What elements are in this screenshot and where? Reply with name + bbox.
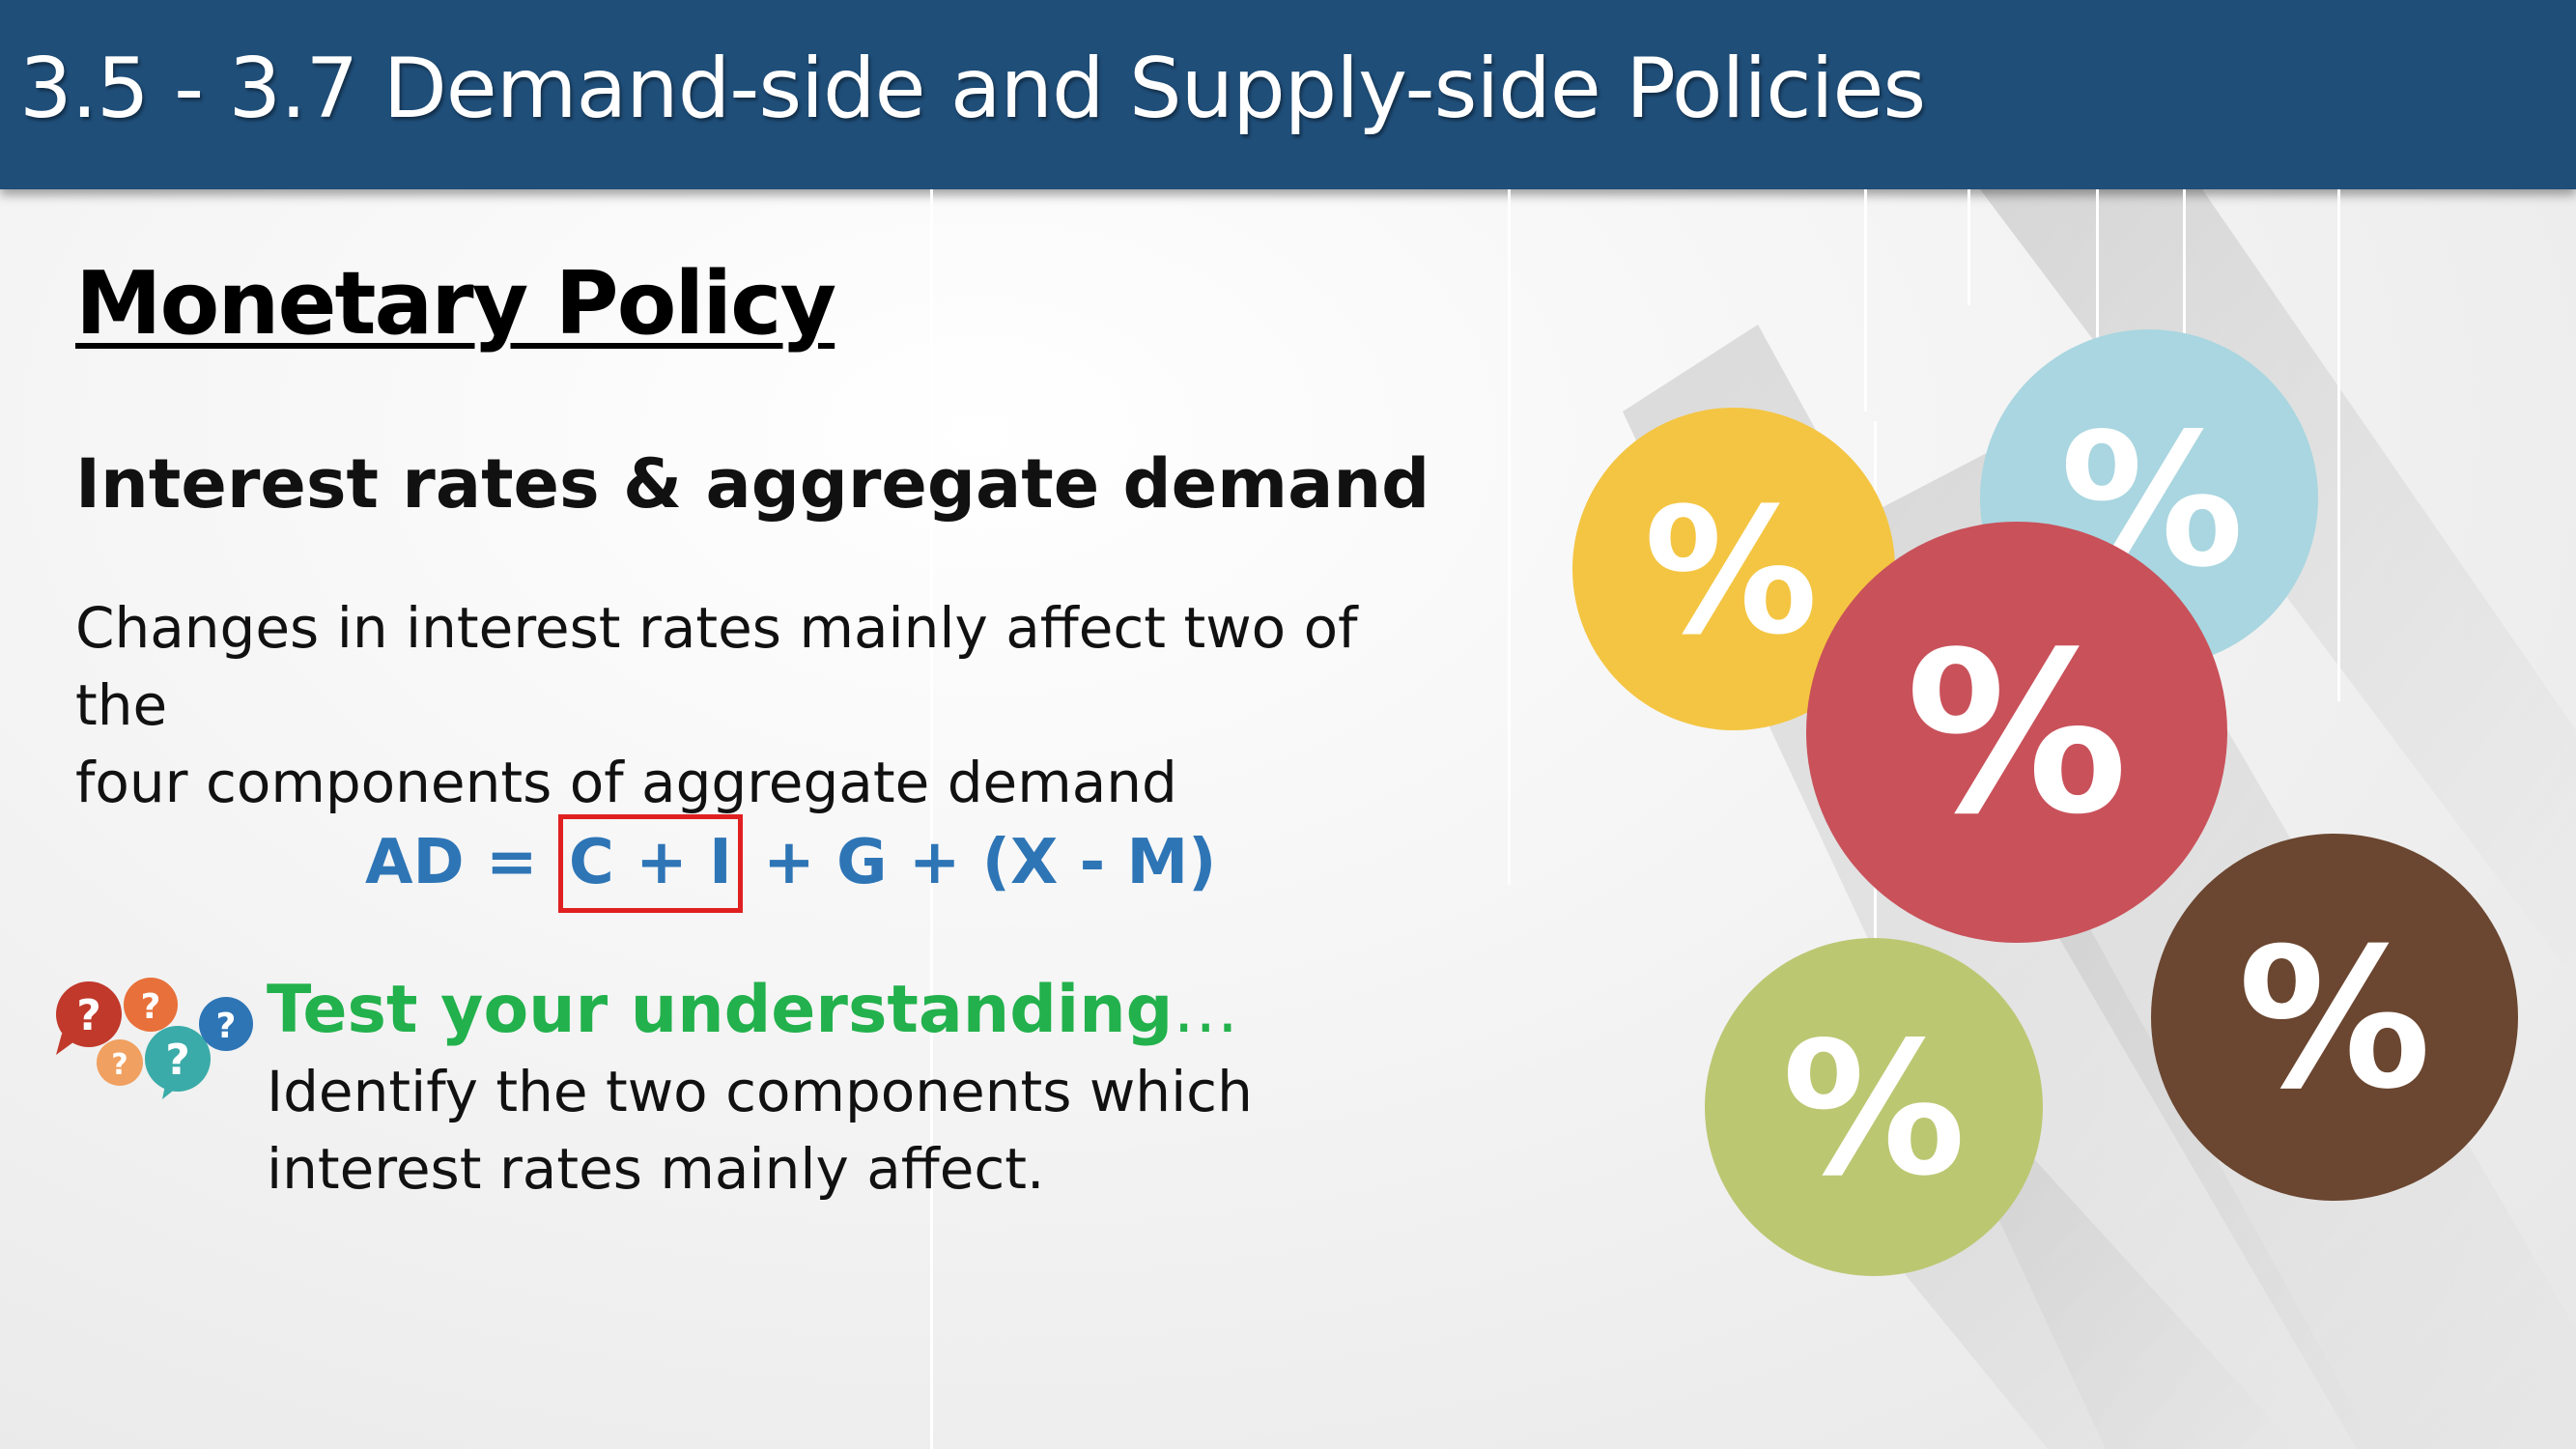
svg-text:?: ? — [76, 991, 101, 1040]
svg-text:%: % — [1906, 606, 2128, 864]
test-line-1: Identify the two components which — [267, 1059, 1253, 1124]
percent-circle-brown: % — [2151, 834, 2518, 1201]
equation-suffix: + G + (X - M) — [763, 827, 1217, 898]
test-line-2: interest rates mainly affect. — [267, 1136, 1045, 1202]
svg-text:%: % — [1782, 1003, 1966, 1216]
question-bubbles-icon: ? ? ? ? ? — [56, 978, 253, 1099]
svg-text:?: ? — [111, 1048, 127, 1082]
svg-text:%: % — [1644, 471, 1818, 673]
subheading: Interest rates & aggregate demand — [75, 444, 1430, 524]
svg-text:%: % — [2238, 907, 2431, 1132]
equation-prefix: AD = — [365, 827, 538, 898]
body-paragraph: Changes in interest rates mainly affect … — [75, 589, 1428, 821]
body-line-2: four components of aggregate demand — [75, 750, 1177, 815]
ad-equation: AD = C + I + G + (X - M) — [365, 814, 1217, 913]
test-heading-ellipsis: … — [1173, 972, 1239, 1048]
section-title: Monetary Policy — [75, 253, 836, 355]
percent-circle-green: % — [1705, 938, 2043, 1276]
percent-circle-red: % — [1806, 522, 2227, 943]
svg-text:?: ? — [216, 1007, 237, 1046]
percent-circle-yellow: % — [1572, 408, 1895, 730]
equation-highlighted-terms: C + I — [557, 814, 743, 913]
svg-text:?: ? — [141, 987, 161, 1027]
test-heading-text: Test your understanding — [267, 972, 1174, 1048]
svg-text:?: ? — [165, 1036, 190, 1085]
hanging-thread — [930, 189, 933, 1449]
slide-title: 3.5 - 3.7 Demand-side and Supply-side Po… — [19, 41, 1926, 137]
percent-circles-illustration: % % % % % — [1508, 189, 2576, 1449]
body-line-1: Changes in interest rates mainly affect … — [75, 595, 1358, 738]
test-heading: Test your understanding… — [267, 972, 1238, 1048]
test-question: Identify the two components which intere… — [267, 1053, 1329, 1208]
header-bar: 3.5 - 3.7 Demand-side and Supply-side Po… — [0, 0, 2576, 189]
